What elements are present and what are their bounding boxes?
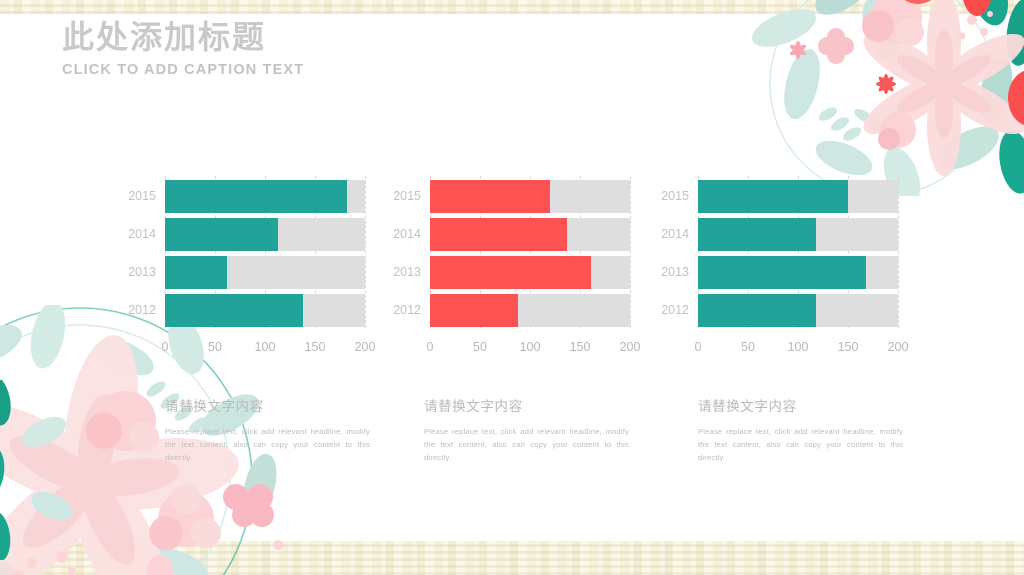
floral-cluster-top-right: [751, 0, 1024, 196]
leaf-icon: [0, 380, 73, 560]
bar-fill[interactable]: [430, 256, 591, 289]
x-tick: 0: [694, 340, 702, 354]
caption-heading: 请替换文字内容: [424, 399, 523, 414]
x-tick: 150: [837, 340, 859, 354]
paper-texture-bottom: [0, 541, 1024, 575]
x-tick: 100: [254, 340, 276, 354]
bar-category-label: 2012: [128, 303, 156, 317]
paper-texture-top: [0, 0, 1024, 14]
bar-fill[interactable]: [165, 294, 303, 327]
bar-track: [430, 294, 630, 327]
caption-heading: 请替换文字内容: [165, 399, 264, 414]
page-subtitle: CLICK TO ADD CAPTION TEXT: [62, 62, 305, 79]
x-tick: 50: [741, 340, 755, 354]
caption-body: Please replace text, click add relevant …: [424, 427, 629, 463]
bar-track: [165, 256, 365, 289]
bar-chart-1: 2015 2014 2013: [128, 176, 376, 375]
bar-track: [165, 180, 365, 213]
bar-chart-2: 2015 2014 2013: [393, 176, 641, 375]
bar-fill[interactable]: [165, 256, 227, 289]
x-tick: 50: [473, 340, 487, 354]
x-tick: 200: [619, 340, 641, 354]
bar-category-label: 2014: [393, 227, 421, 241]
bar-fill[interactable]: [165, 218, 278, 251]
x-tick: 0: [161, 340, 169, 354]
bar-fill[interactable]: [430, 180, 550, 213]
bar-track: [430, 218, 630, 251]
bar-category-label: 2013: [661, 265, 689, 279]
bar-category-label: 2013: [128, 265, 156, 279]
caption-body: Please replace text, click add relevant …: [698, 427, 903, 463]
x-axis-ticks-2: 0 50 100 150 200: [426, 340, 641, 362]
x-tick: 0: [426, 340, 434, 354]
bar-track: [698, 294, 898, 327]
bar-track: [165, 218, 365, 251]
slide-header: 此处添加标题 CLICK TO ADD CAPTION TEXT: [62, 18, 304, 78]
bar-fill[interactable]: [698, 180, 848, 213]
caption-block-1: 请替换文字内容 Please replace text, click add r…: [165, 398, 370, 464]
x-tick: 100: [519, 340, 541, 354]
x-tick: 200: [354, 340, 376, 354]
bar-track: [430, 256, 630, 289]
bar-category-label: 2014: [661, 227, 689, 241]
bar-track: [430, 180, 630, 213]
bar-fill[interactable]: [430, 218, 567, 251]
caption-body: Please replace text, click add relevant …: [165, 427, 370, 463]
bar-category-label: 2012: [393, 303, 421, 317]
bar-category-label: 2015: [661, 189, 689, 203]
floral-cluster-mid-left: [0, 380, 73, 560]
x-axis-ticks-1: 0 50 100 150 200: [161, 340, 376, 362]
bar-fill[interactable]: [698, 218, 816, 251]
x-tick: 50: [208, 340, 222, 354]
bar-track: [698, 180, 898, 213]
bar-fill[interactable]: [698, 294, 816, 327]
bar-track: [165, 294, 365, 327]
x-tick: 200: [887, 340, 909, 354]
caption-block-3: 请替换文字内容 Please replace text, click add r…: [698, 398, 903, 464]
charts-row: 2015 2014 2013: [0, 176, 1024, 375]
page-title: 此处添加标题: [62, 19, 267, 55]
bar-track: [698, 218, 898, 251]
bar-chart-3: 2015 2014 2013: [661, 176, 909, 375]
bar-fill[interactable]: [430, 294, 518, 327]
x-axis-ticks-3: 0 50 100 150 200: [694, 340, 909, 362]
flower-icon: [751, 0, 1024, 196]
bar-fill[interactable]: [165, 180, 347, 213]
bar-category-label: 2015: [393, 189, 421, 203]
bar-category-label: 2014: [128, 227, 156, 241]
caption-heading: 请替换文字内容: [698, 399, 797, 414]
bar-fill[interactable]: [698, 256, 866, 289]
bar-category-label: 2015: [128, 189, 156, 203]
x-tick: 150: [569, 340, 591, 354]
x-tick: 100: [787, 340, 809, 354]
bar-category-label: 2013: [393, 265, 421, 279]
x-tick: 150: [304, 340, 326, 354]
caption-block-2: 请替换文字内容 Please replace text, click add r…: [424, 398, 629, 464]
bar-track: [698, 256, 898, 289]
bar-category-label: 2012: [661, 303, 689, 317]
